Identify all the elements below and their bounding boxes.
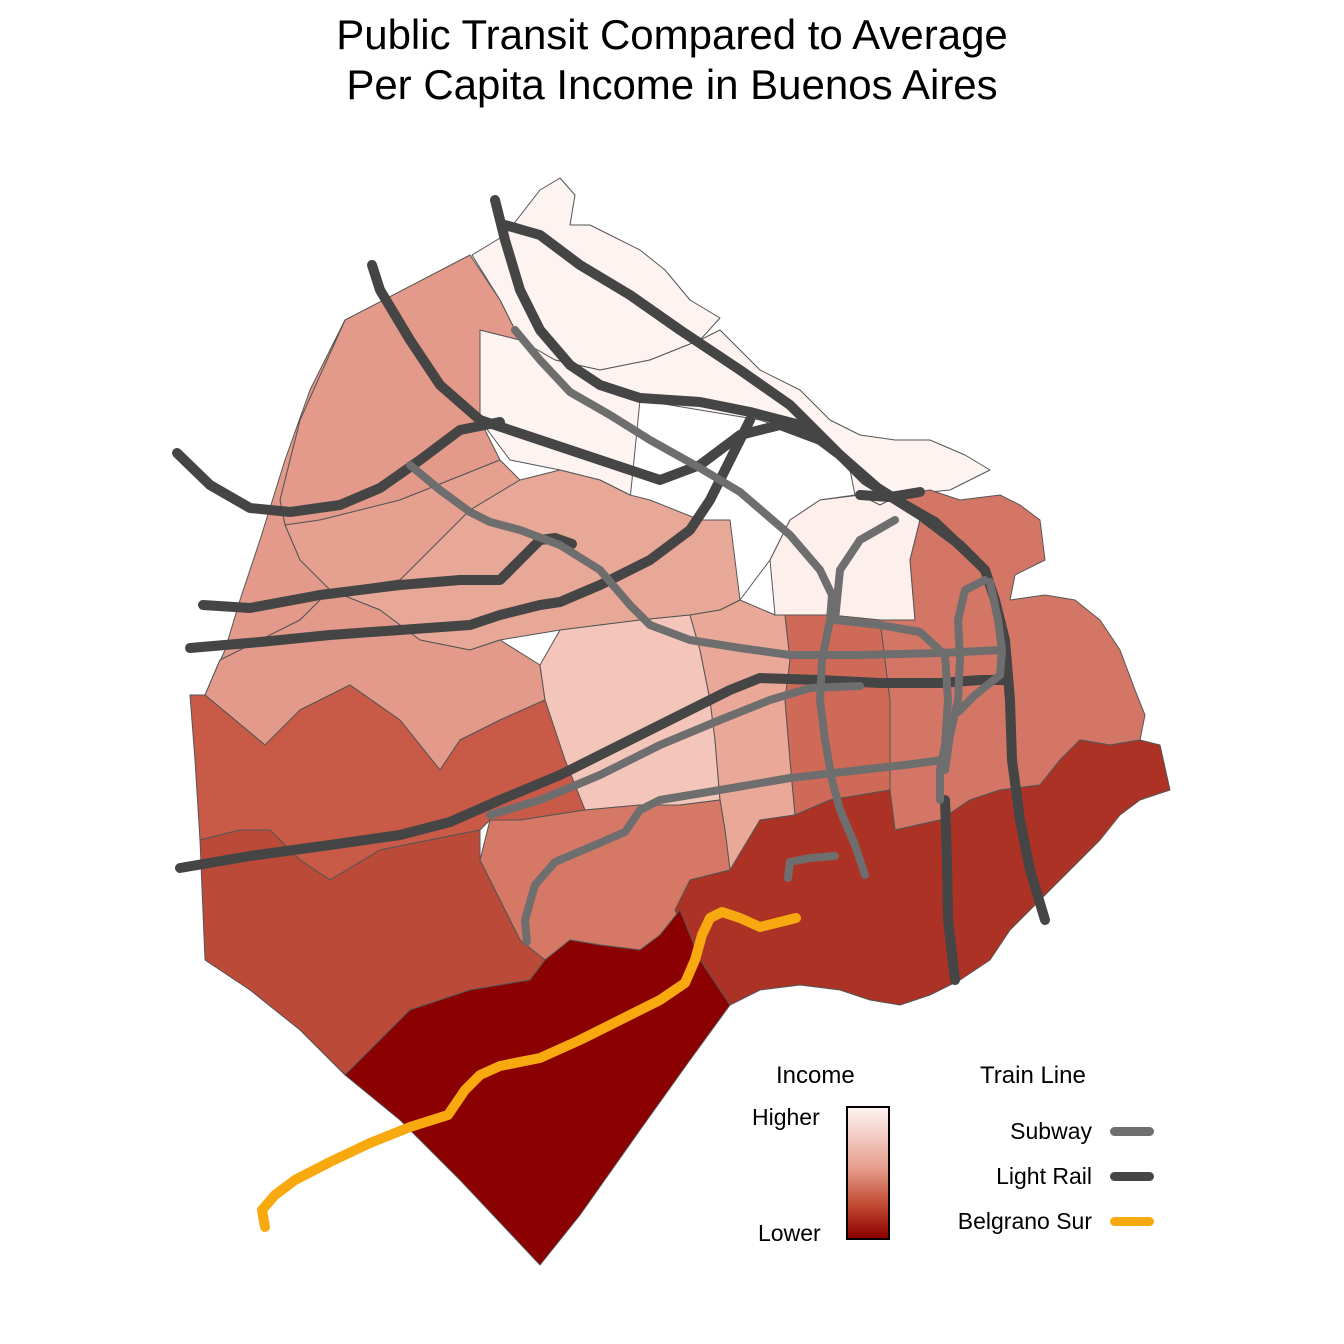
legend-light-rail-label: Light Rail — [996, 1163, 1092, 1189]
train-line-legend-title: Train Line — [980, 1062, 1086, 1089]
income-legend-title: Income — [776, 1062, 855, 1089]
subway-line-d — [511, 326, 869, 879]
income-legend-higher-label: Higher — [752, 1104, 820, 1130]
subway-line-b — [406, 461, 1006, 659]
district-balvanera — [784, 614, 891, 816]
map-title-line-2: Per Capita Income in Buenos Aires — [346, 61, 998, 108]
belgrano-sur-line — [257, 907, 801, 1232]
light-rail-line-9 — [940, 795, 960, 985]
subway-line-c-east — [954, 578, 1006, 716]
map-title: Public Transit Compared to Average Per C… — [0, 10, 1344, 110]
districts — [189, 177, 1171, 1266]
district-barracas — [674, 739, 1171, 1006]
legend-belgrano-sur-swatch — [1110, 1217, 1154, 1226]
legend-belgrano-sur-label: Belgrano Sur — [957, 1208, 1092, 1234]
income-legend-lower-label: Lower — [758, 1220, 821, 1246]
subway-line-a — [486, 682, 864, 819]
light-rail-line-8 — [855, 487, 925, 502]
light-rail-line-4 — [172, 417, 505, 517]
subway-line-e — [521, 756, 946, 946]
subway-line-h — [784, 852, 839, 882]
legend-subway-swatch — [1110, 1127, 1154, 1136]
light-rail-line-2 — [500, 220, 980, 565]
legend-subway-label: Subway — [1010, 1118, 1092, 1144]
income-colorbar — [846, 1106, 890, 1240]
transit-lines — [172, 195, 1050, 1232]
map-title-line-1: Public Transit Compared to Average — [336, 11, 1008, 58]
light-rail-line-7 — [175, 673, 1010, 873]
legend-light-rail-swatch — [1110, 1172, 1154, 1181]
district-villa-lugano — [344, 909, 731, 1266]
subway-line-c-north — [941, 576, 989, 774]
subway-line-c — [831, 516, 952, 804]
